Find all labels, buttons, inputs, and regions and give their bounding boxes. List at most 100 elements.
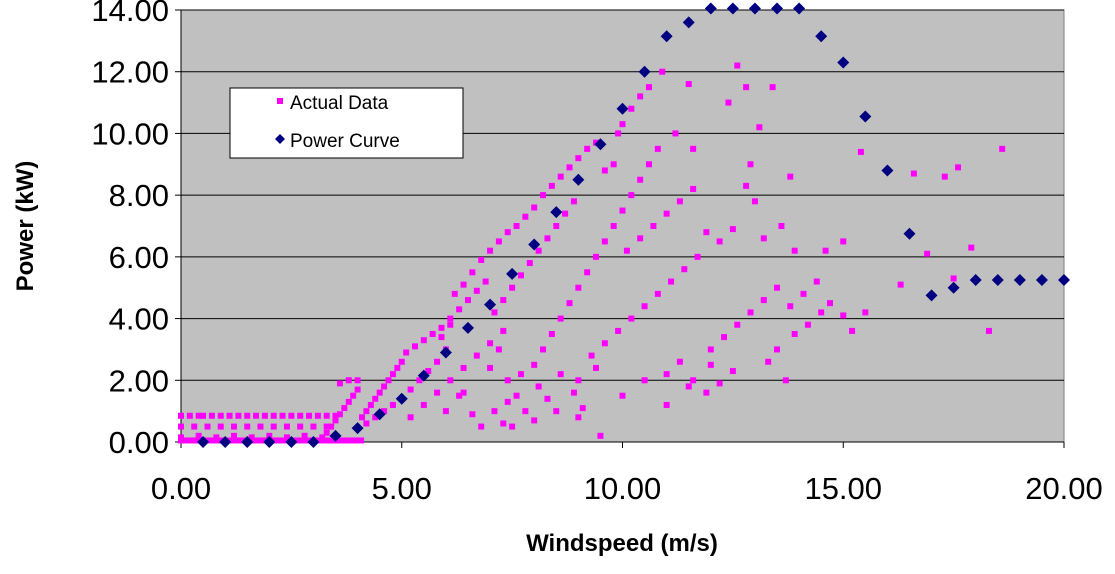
data-point-actual xyxy=(434,389,441,396)
legend-box xyxy=(229,87,464,159)
data-point-actual xyxy=(226,412,233,419)
data-point-actual xyxy=(743,84,750,91)
data-point-actual xyxy=(760,297,767,304)
data-point-actual xyxy=(336,411,343,418)
series-power-curve xyxy=(197,2,1070,448)
data-point-actual xyxy=(217,412,224,419)
data-point-actual xyxy=(363,420,370,427)
data-point-actual xyxy=(209,437,216,444)
data-point-actual xyxy=(389,371,396,378)
data-point-actual xyxy=(553,223,560,229)
data-point-actual xyxy=(451,290,458,297)
data-point-actual xyxy=(747,161,754,168)
data-point-actual xyxy=(721,334,728,341)
data-point-actual xyxy=(469,411,476,418)
data-point-power-curve xyxy=(947,281,960,294)
data-point-actual xyxy=(341,405,348,412)
data-point-actual xyxy=(235,412,242,419)
data-point-actual xyxy=(279,412,286,419)
data-point-actual xyxy=(266,432,273,439)
data-point-power-curve xyxy=(726,2,739,15)
data-point-actual xyxy=(531,417,538,424)
data-point-actual xyxy=(478,256,485,263)
data-point-actual xyxy=(491,309,498,316)
data-point-power-curve xyxy=(219,436,232,448)
data-point-actual xyxy=(389,401,396,408)
data-point-power-curve xyxy=(550,206,563,219)
data-point-actual xyxy=(326,437,333,444)
legend-marker-power-curve xyxy=(275,134,285,144)
data-point-actual xyxy=(195,412,202,419)
data-point-actual xyxy=(628,105,635,112)
data-point-actual xyxy=(716,238,723,245)
data-point-actual xyxy=(191,423,198,430)
data-point-actual xyxy=(672,130,679,137)
data-point-actual xyxy=(557,315,564,322)
data-point-power-curve xyxy=(506,267,519,280)
data-point-actual xyxy=(315,437,322,444)
data-point-actual xyxy=(787,173,794,180)
data-point-actual xyxy=(707,361,714,368)
data-point-actual xyxy=(188,437,195,444)
y-tick-label: 0.00 xyxy=(109,425,169,460)
data-point-actual xyxy=(540,346,547,353)
data-point-actual xyxy=(491,408,498,415)
data-point-actual xyxy=(579,405,586,412)
data-point-actual xyxy=(261,412,268,419)
data-point-actual xyxy=(504,229,511,236)
data-point-actual xyxy=(456,306,463,313)
data-point-actual xyxy=(323,412,330,419)
data-point-actual xyxy=(747,309,754,316)
data-point-power-curve xyxy=(285,436,298,448)
data-point-actual xyxy=(500,420,507,427)
data-point-actual xyxy=(619,121,626,128)
data-point-actual xyxy=(278,437,285,444)
data-point-power-curve xyxy=(197,436,210,448)
data-point-actual xyxy=(358,437,365,444)
data-point-power-curve xyxy=(528,238,541,251)
data-point-power-curve xyxy=(572,173,585,186)
y-tick-label: 8.00 xyxy=(109,178,169,213)
data-point-actual xyxy=(208,412,215,419)
y-tick-label: 6.00 xyxy=(109,240,169,275)
data-point-actual xyxy=(513,223,520,229)
data-point-actual xyxy=(336,437,343,444)
data-point-actual xyxy=(305,437,312,444)
data-point-actual xyxy=(473,287,480,294)
data-point-actual xyxy=(681,266,688,273)
data-point-actual xyxy=(840,238,847,245)
data-point-power-curve xyxy=(329,429,342,442)
data-point-power-curve xyxy=(660,30,673,43)
data-point-actual xyxy=(372,395,379,402)
data-point-actual xyxy=(588,352,595,359)
data-point-actual xyxy=(394,364,401,371)
data-point-actual xyxy=(707,346,714,353)
data-point-actual xyxy=(478,423,485,430)
data-point-actual xyxy=(321,437,328,444)
x-axis: 0.00 5.00 10.00 15.00 20.00 xyxy=(151,441,1103,506)
data-point-actual xyxy=(376,389,383,396)
data-point-power-curve xyxy=(837,56,850,69)
data-point-actual xyxy=(791,331,798,337)
data-point-actual xyxy=(654,290,661,297)
data-point-actual xyxy=(217,423,224,430)
plot-area xyxy=(180,9,1065,443)
data-point-power-curve xyxy=(307,436,320,448)
data-point-actual xyxy=(570,198,577,205)
data-point-actual xyxy=(857,148,864,155)
data-point-actual xyxy=(504,398,511,405)
data-point-actual xyxy=(557,371,564,378)
x-tick-label: 0.00 xyxy=(151,471,211,506)
data-point-actual xyxy=(623,247,630,254)
data-point-actual xyxy=(553,408,560,415)
data-point-actual xyxy=(659,68,666,75)
data-point-actual xyxy=(442,408,449,415)
data-point-actual xyxy=(690,145,697,152)
data-point-power-curve xyxy=(903,227,916,240)
data-point-power-curve xyxy=(373,408,386,421)
data-point-actual xyxy=(778,223,785,229)
data-point-actual xyxy=(645,84,652,91)
data-point-power-curve xyxy=(793,2,806,15)
data-point-actual xyxy=(230,432,237,439)
data-point-actual xyxy=(230,423,237,430)
